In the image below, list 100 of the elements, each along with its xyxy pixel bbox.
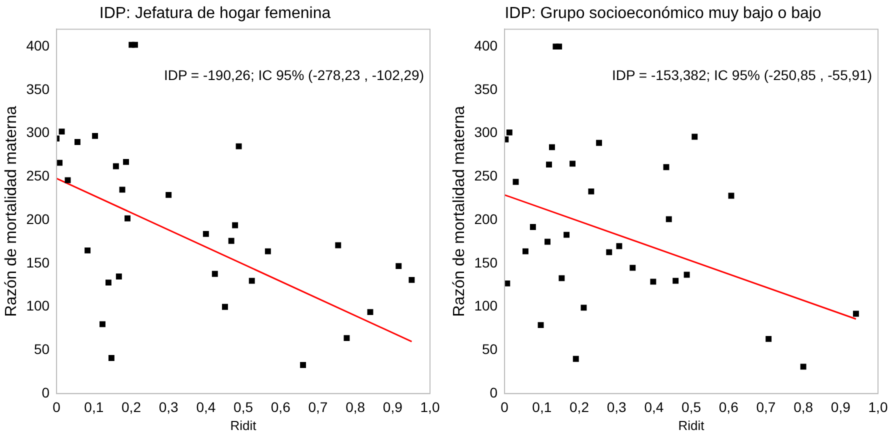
point (58, 128, 65, 135)
y-tick-label: 200 (26, 210, 50, 227)
x-tick-label: 0,1 (532, 398, 552, 415)
x-tick-label: 0,6 (270, 398, 291, 415)
y-axis-title: Razón de mortalidad materna (451, 106, 468, 317)
y-tick-label: 400 (26, 37, 50, 54)
point (264, 248, 271, 254)
y-tick-label: 350 (474, 80, 498, 97)
point (396, 263, 402, 270)
point (580, 304, 587, 311)
point (538, 322, 544, 328)
x-tick-label: 0,4 (644, 398, 664, 415)
x-axis-title: Ridit (678, 418, 705, 433)
annotation: IDP = -153,382; IC 95% (-250,85 , -55,91) (612, 67, 872, 84)
point (852, 310, 859, 317)
point (544, 238, 550, 245)
point (506, 129, 512, 136)
point (504, 280, 510, 286)
y-tick-label: 50 (482, 341, 498, 358)
y-tick-label: 150 (26, 254, 50, 270)
point (123, 158, 129, 165)
point (124, 215, 130, 222)
point (64, 177, 71, 184)
point (84, 247, 91, 254)
point (672, 278, 679, 284)
y-tick-label: 300 (26, 124, 50, 140)
y-tick-label: 300 (474, 124, 498, 140)
point (588, 188, 594, 194)
point (606, 249, 612, 256)
x-tick-label: 0 (52, 398, 61, 415)
x-tick-label: 0,8 (346, 398, 366, 415)
annotation: IDP = -190,26; IC 95% (-278,23 , -102,29) (164, 67, 424, 84)
point (558, 275, 565, 282)
x-tick-label: 0,9 (830, 398, 851, 415)
point (666, 216, 672, 222)
x-tick-label: 0 (500, 398, 509, 415)
point (300, 362, 306, 368)
point (522, 248, 528, 254)
point (564, 232, 570, 238)
point (108, 355, 114, 362)
y-tick-label: 200 (474, 210, 498, 227)
x-tick-label: 0,5 (234, 398, 254, 415)
x-tick-label: 0,1 (84, 398, 104, 415)
y-tick-label: 400 (474, 37, 498, 54)
y-axis-title: Razón de mortalidad materna (3, 106, 20, 317)
point (236, 143, 242, 150)
point (570, 160, 576, 167)
x-tick-label: 0,4 (196, 398, 216, 415)
chart-title: IDP: Jefatura de hogar femenina (99, 5, 331, 22)
point (692, 134, 698, 140)
y-tick-label: 100 (26, 298, 50, 314)
point (222, 304, 228, 310)
point (119, 186, 126, 193)
point (549, 144, 555, 150)
point (74, 139, 80, 145)
y-tick-label: 50 (34, 341, 50, 358)
y-tick-label: 350 (26, 80, 50, 97)
point (596, 140, 602, 146)
point (212, 270, 218, 277)
point (572, 356, 579, 362)
point (202, 230, 209, 237)
point (56, 160, 63, 166)
point (232, 222, 238, 228)
point (650, 278, 656, 285)
point (166, 192, 172, 198)
point (684, 272, 690, 278)
point (335, 242, 342, 248)
point (530, 224, 536, 230)
point (116, 273, 122, 280)
x-tick-label: 0,7 (756, 398, 776, 415)
x-tick-label: 0,3 (158, 398, 179, 415)
x-tick-label: 1,0 (420, 398, 440, 415)
point (248, 278, 255, 284)
chart-title: IDP: Grupo socioeconómico muy bajo o bajo (504, 5, 822, 22)
point (512, 178, 519, 185)
point (92, 132, 98, 139)
x-tick-label: 0,2 (570, 398, 590, 415)
point (112, 163, 119, 170)
x-tick-label: 0,5 (682, 398, 702, 415)
y-tick-label: 0 (42, 384, 50, 400)
y-tick-label: 0 (490, 384, 498, 400)
point (630, 264, 636, 271)
x-axis-title: Ridit (230, 418, 257, 433)
x-tick-label: 0,6 (718, 398, 739, 415)
point (800, 364, 806, 370)
point (344, 335, 350, 342)
y-tick-label: 100 (474, 298, 498, 314)
point (408, 276, 415, 283)
point (766, 336, 772, 342)
x-tick-label: 0,2 (122, 398, 142, 415)
point (100, 321, 106, 328)
point (228, 238, 234, 244)
point (367, 309, 374, 316)
point (663, 164, 670, 170)
x-tick-label: 1,0 (868, 398, 888, 415)
point (132, 42, 138, 48)
y-tick-label: 250 (474, 168, 498, 184)
y-tick-label: 150 (474, 254, 498, 270)
x-tick-label: 0,8 (794, 398, 814, 415)
y-tick-label: 250 (26, 168, 50, 184)
